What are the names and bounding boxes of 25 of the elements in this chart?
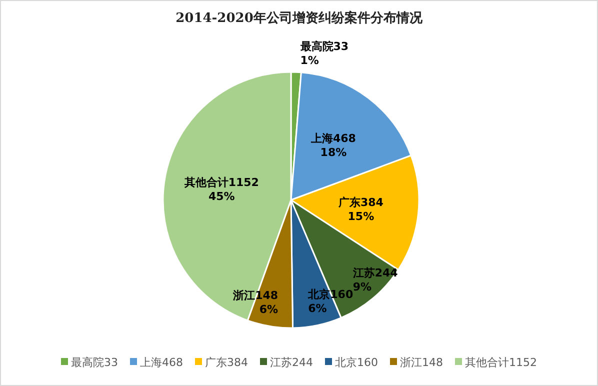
legend-item: 浙江148 [390, 356, 443, 369]
slice-label: 广东384 [337, 196, 384, 209]
chart-title: 2014-2020年公司增资纠纷案件分布情况 [176, 10, 424, 26]
slice-label: 其他合计1152 [183, 176, 259, 189]
legend-label: 最高院33 [71, 356, 118, 369]
slice-label: 最高院33 [299, 40, 349, 54]
data-label: 15% [348, 210, 374, 223]
legend-label: 上海468 [140, 356, 183, 369]
legend-item: 上海468 [130, 356, 183, 369]
legend-item: 广东384 [195, 356, 248, 369]
data-label: 45% [208, 190, 235, 203]
data-label: 6% [259, 302, 278, 316]
data-label: 6% [308, 302, 327, 316]
data-label: 18% [320, 146, 347, 159]
legend-item: 最高院33 [61, 356, 118, 369]
legend-item: 北京160 [325, 356, 378, 369]
data-label: 9% [352, 280, 372, 294]
legend-label: 江苏244 [270, 356, 313, 369]
legend-label: 浙江148 [400, 356, 443, 369]
legend-item: 其他合计1152 [455, 356, 537, 369]
legend-label: 广东384 [205, 356, 248, 369]
slice-label: 上海468 [310, 132, 356, 145]
legend-item: 江苏244 [260, 356, 313, 369]
data-label: 1% [300, 54, 319, 68]
legend-label: 北京160 [335, 356, 378, 369]
